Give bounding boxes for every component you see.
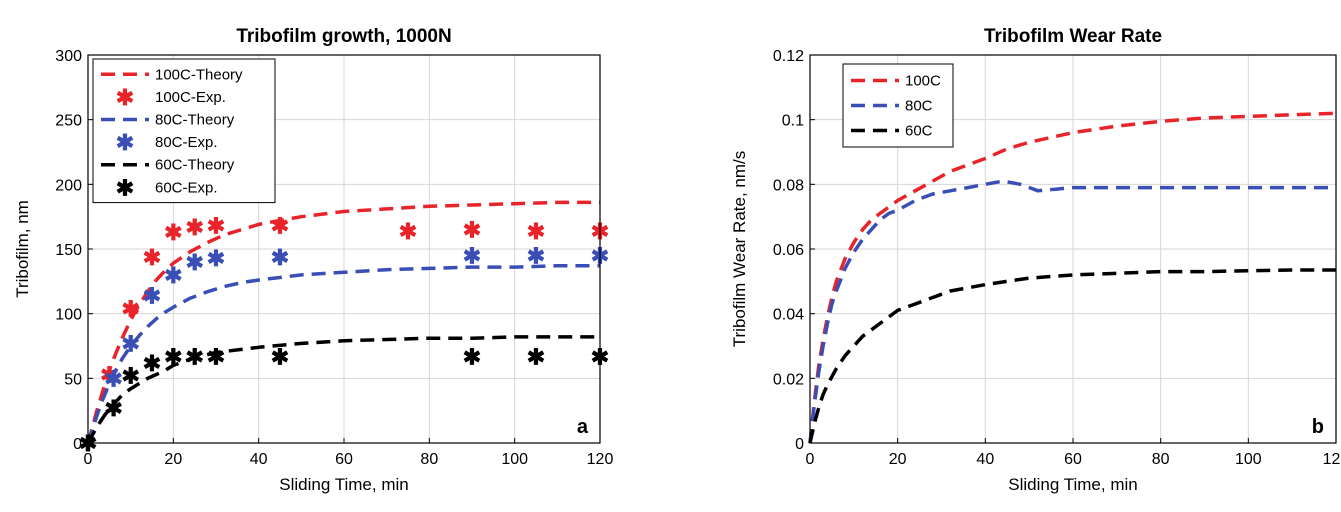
data-point-marker: ✱ — [121, 364, 139, 389]
panel-label: b — [1312, 416, 1324, 438]
series-line-60c-theory — [86, 335, 600, 444]
x-tick-label: 20 — [889, 451, 907, 468]
data-point-marker: ✱ — [121, 331, 139, 356]
chart-title: Tribofilm growth, 1000N — [236, 26, 451, 47]
legend: 100C-Theory ✱ 100C-Exp. 80C-Theory ✱ 80C-Exp.… — [92, 58, 276, 204]
y-tick-label: 250 — [55, 113, 82, 130]
y-tick-label: 50 — [64, 371, 82, 388]
legend-label: 80C-Exp. — [155, 134, 218, 151]
x-tick-label: 40 — [250, 451, 268, 468]
legend-swatch-marker: ✱ — [116, 85, 134, 110]
x-tick-label: 100 — [501, 451, 528, 468]
data-point-marker: ✱ — [527, 243, 545, 268]
legend-label: 80C — [905, 98, 933, 115]
data-point-marker: ✱ — [463, 243, 481, 268]
axes-frame — [809, 54, 1337, 444]
x-tick-label: 80 — [1152, 451, 1170, 468]
legend-label: 60C-Exp. — [155, 179, 218, 196]
legend-label: 80C-Theory — [155, 112, 235, 129]
x-tick-label: 120 — [1323, 451, 1341, 468]
data-point-marker: ✱ — [164, 220, 182, 245]
legend-label: 60C-Theory — [155, 157, 235, 174]
y-tick-label: 0 — [73, 436, 82, 453]
data-point-marker: ✱ — [271, 344, 289, 369]
data-point-marker: ✱ — [185, 344, 203, 369]
y-tick-label: 200 — [55, 177, 82, 194]
data-point-marker: ✱ — [143, 351, 161, 376]
data-point-marker: ✱ — [207, 344, 225, 369]
chart-tribofilm-wear-rate: 0 20 40 60 80 100 120 0 0.02 0.04 0.06 0.08 0.1 0.12 T… — [730, 26, 1341, 494]
data-point-marker: ✱ — [100, 362, 118, 387]
y-tick-label: 0.06 — [773, 242, 804, 259]
axes-frame — [87, 54, 601, 444]
data-point-marker: ✱ — [527, 219, 545, 244]
y-axis-label: Tribofilm, nm — [13, 200, 32, 298]
legend-swatch-marker: ✱ — [116, 175, 134, 200]
x-tick-label: 20 — [164, 451, 182, 468]
data-point-marker: ✱ — [463, 344, 481, 369]
data-point-marker: ✱ — [121, 296, 139, 321]
data-point-marker: ✱ — [463, 218, 481, 243]
data-point-marker: ✱ — [185, 250, 203, 275]
data-point-marker: ✱ — [185, 215, 203, 240]
y-tick-label: 150 — [55, 242, 82, 259]
data-point-marker: ✱ — [207, 246, 225, 271]
series-line-100c-theory — [86, 200, 600, 444]
panel-label: a — [577, 416, 589, 438]
x-tick-label: 0 — [84, 451, 93, 468]
chart-title: Tribofilm Wear Rate — [984, 26, 1162, 47]
x-tick-label: 40 — [976, 451, 994, 468]
x-tick-label: 80 — [420, 451, 438, 468]
x-tick-label: 0 — [806, 451, 815, 468]
data-point-marker: ✱ — [164, 263, 182, 288]
y-axis-label: Tribofilm Wear Rate, nm/s — [730, 151, 749, 348]
legend-swatch-marker: ✱ — [116, 130, 134, 155]
data-point-marker: ✱ — [399, 219, 417, 244]
data-point-marker: ✱ — [271, 214, 289, 239]
data-point-marker: ✱ — [271, 245, 289, 270]
series-line-60c — [808, 268, 1336, 444]
data-point-marker: ✱ — [207, 214, 225, 239]
x-axis-label: Sliding Time, min — [1008, 475, 1137, 494]
legend-box — [92, 58, 276, 204]
legend-label: 100C-Theory — [155, 66, 243, 83]
legend-label: 100C — [905, 73, 941, 90]
y-tick-label: 300 — [55, 48, 82, 65]
data-point-marker: ✱ — [104, 396, 122, 421]
data-point-marker: ✱ — [143, 245, 161, 270]
x-axis-label: Sliding Time, min — [279, 475, 408, 494]
y-tick-label: 0 — [795, 436, 804, 453]
data-point-marker: ✱ — [527, 344, 545, 369]
data-point-marker: ✱ — [143, 284, 161, 309]
x-tick-label: 60 — [1064, 451, 1082, 468]
data-point-marker: ✱ — [164, 344, 182, 369]
series-line-80c — [808, 179, 1336, 444]
y-tick-label: 0.04 — [773, 307, 804, 324]
y-tick-label: 0.02 — [773, 371, 804, 388]
y-tick-label: 0.08 — [773, 177, 804, 194]
series-line-80c-theory — [86, 264, 600, 444]
data-point-marker: ✱ — [104, 366, 122, 391]
legend-label: 100C-Exp. — [155, 89, 226, 106]
x-tick-label: 100 — [1235, 451, 1262, 468]
y-tick-label: 100 — [55, 307, 82, 324]
x-tick-label: 120 — [587, 451, 614, 468]
y-tick-label: 0.12 — [773, 48, 804, 65]
legend: 100C 80C 60C — [842, 63, 954, 148]
y-tick-label: 0.1 — [782, 113, 804, 130]
legend-label: 60C — [905, 123, 933, 140]
x-tick-label: 60 — [335, 451, 353, 468]
